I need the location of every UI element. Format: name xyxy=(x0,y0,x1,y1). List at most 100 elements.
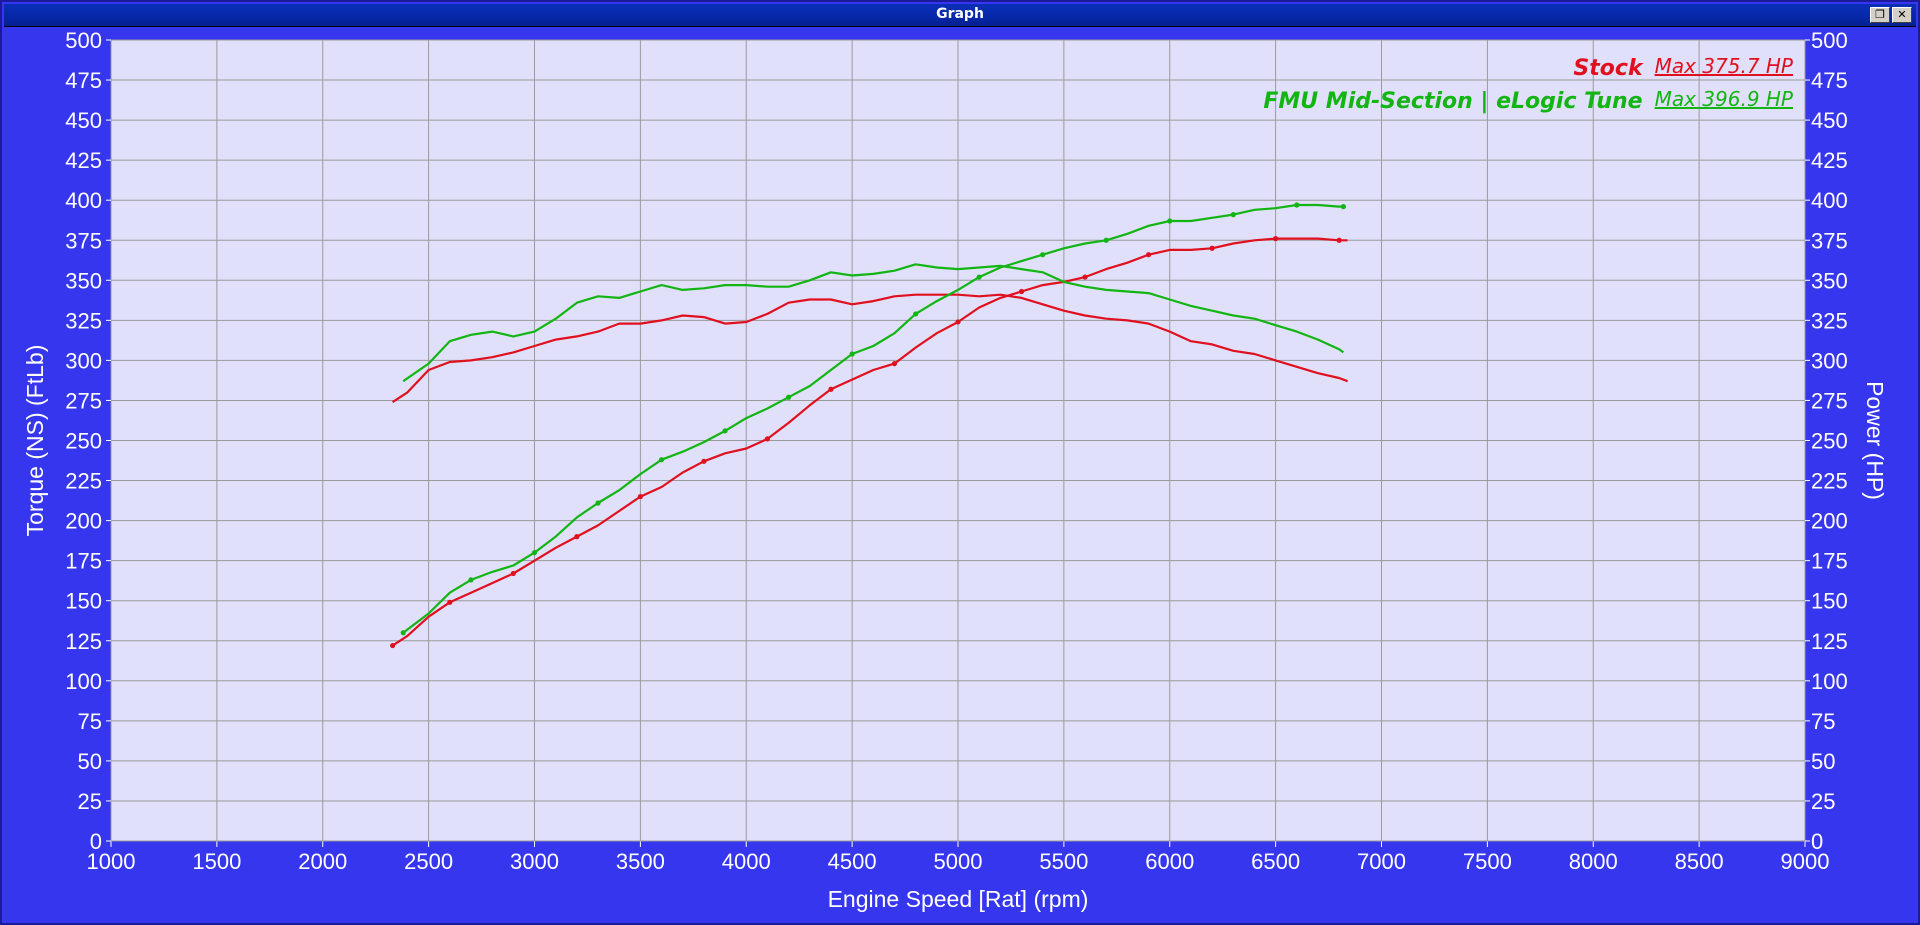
y-tick-label-right: 50 xyxy=(1811,749,1835,774)
y-tick-label-right: 75 xyxy=(1811,709,1835,734)
y-tick-label-left: 150 xyxy=(65,589,102,614)
series-0 xyxy=(390,236,1348,649)
restore-icon[interactable]: ❐ xyxy=(1870,7,1890,23)
y-tick-label-left: 300 xyxy=(65,348,102,373)
x-tick-label: 1000 xyxy=(87,849,136,874)
y-tick-label-right: 275 xyxy=(1811,388,1848,413)
data-point xyxy=(955,319,961,325)
data-point xyxy=(891,361,898,367)
y-tick-label-right: 200 xyxy=(1811,509,1848,534)
close-icon[interactable]: ✕ xyxy=(1892,7,1912,23)
window-title: Graph xyxy=(936,6,984,22)
x-tick-label: 4500 xyxy=(828,849,877,874)
legend-max-label: Max 375.7 HP xyxy=(1655,54,1794,78)
y-tick-label-left: 425 xyxy=(65,148,102,173)
series-line xyxy=(402,263,1345,383)
y-tick-label-right: 450 xyxy=(1811,108,1848,133)
y-tick-label-left: 200 xyxy=(65,509,102,534)
y-tick-label-left: 100 xyxy=(65,669,102,694)
y-tick-label-left: 0 xyxy=(90,829,102,854)
data-point xyxy=(1040,252,1046,258)
y-tick-label-left: 250 xyxy=(65,429,102,454)
x-tick-label: 8500 xyxy=(1675,849,1724,874)
x-tick-label: 2500 xyxy=(404,849,453,874)
data-point xyxy=(722,428,728,434)
series-3 xyxy=(402,263,1345,383)
y-tick-label-right: 350 xyxy=(1811,268,1848,293)
series-line xyxy=(391,237,1348,647)
data-point xyxy=(1340,204,1346,210)
data-point xyxy=(1273,236,1279,242)
y-tick-label-right: 0 xyxy=(1811,829,1823,854)
data-point xyxy=(1082,274,1088,280)
x-tick-label: 8000 xyxy=(1569,849,1618,874)
data-point xyxy=(764,436,771,442)
data-point xyxy=(658,457,665,463)
data-point xyxy=(849,351,855,357)
data-point xyxy=(595,500,601,506)
series-line xyxy=(402,203,1344,634)
data-point xyxy=(1294,202,1300,208)
x-tick-label: 1500 xyxy=(192,849,241,874)
y-tick-label-left: 375 xyxy=(65,228,102,253)
y-tick-label-left: 125 xyxy=(65,629,102,654)
y-axis-label-left: Torque (NS) (FtLb) xyxy=(22,345,48,537)
x-tick-label: 9000 xyxy=(1781,849,1830,874)
y-tick-label-right: 150 xyxy=(1811,589,1848,614)
series-1 xyxy=(391,293,1348,404)
x-tick-label: 2000 xyxy=(298,849,347,874)
data-point xyxy=(400,630,406,636)
data-point xyxy=(1103,237,1109,243)
data-point xyxy=(1230,212,1236,218)
series-2 xyxy=(400,202,1346,636)
y-tick-label-left: 500 xyxy=(65,28,102,53)
y-tick-label-right: 225 xyxy=(1811,469,1848,494)
data-point xyxy=(468,577,474,583)
y-tick-label-right: 475 xyxy=(1811,68,1848,93)
y-tick-label-right: 125 xyxy=(1811,629,1848,654)
x-tick-label: 3500 xyxy=(616,849,665,874)
y-tick-label-left: 225 xyxy=(65,469,102,494)
y-tick-label-left: 275 xyxy=(65,388,102,413)
data-point xyxy=(447,599,453,605)
y-tick-label-right: 250 xyxy=(1811,429,1848,454)
y-tick-label-right: 25 xyxy=(1811,789,1835,814)
y-tick-label-right: 325 xyxy=(1811,308,1848,333)
y-tick-label-left: 25 xyxy=(78,789,102,814)
x-tick-label: 6500 xyxy=(1251,849,1300,874)
data-point xyxy=(828,386,834,392)
y-tick-label-right: 375 xyxy=(1811,228,1848,253)
y-tick-label-left: 50 xyxy=(78,749,102,774)
y-tick-label-left: 75 xyxy=(78,709,102,734)
x-tick-label: 5500 xyxy=(1039,849,1088,874)
x-tick-label: 5000 xyxy=(934,849,983,874)
y-axis-label-right: Power (HP) xyxy=(1862,381,1888,500)
y-tick-label-right: 100 xyxy=(1811,669,1848,694)
data-point xyxy=(1167,218,1173,224)
y-tick-label-right: 300 xyxy=(1811,348,1848,373)
y-tick-label-right: 400 xyxy=(1811,188,1848,213)
y-tick-label-left: 175 xyxy=(65,549,102,574)
x-axis-label: Engine Speed [Rat] (rpm) xyxy=(828,886,1089,912)
y-tick-label-right: 425 xyxy=(1811,148,1848,173)
x-tick-label: 6000 xyxy=(1145,849,1194,874)
title-bar[interactable]: Graph ❐ ✕ xyxy=(4,4,1916,27)
data-point xyxy=(1018,288,1025,295)
data-point xyxy=(574,534,580,540)
data-point xyxy=(1209,245,1215,251)
y-tick-label-left: 450 xyxy=(65,108,102,133)
y-tick-label-right: 500 xyxy=(1811,28,1848,53)
y-tick-label-left: 475 xyxy=(65,68,102,93)
legend-max-label: Max 396.9 HP xyxy=(1655,87,1794,111)
data-point xyxy=(913,311,919,317)
legend-series-name: FMU Mid-Section | eLogic Tune xyxy=(1263,89,1642,114)
data-point xyxy=(390,642,396,649)
y-tick-label-left: 350 xyxy=(65,268,102,293)
legend-series-name: Stock xyxy=(1573,56,1644,81)
y-tick-label-left: 325 xyxy=(65,308,102,333)
data-point xyxy=(531,550,538,556)
x-tick-label: 3000 xyxy=(510,849,559,874)
x-tick-label: 4000 xyxy=(722,849,771,874)
y-tick-label-left: 400 xyxy=(65,188,102,213)
